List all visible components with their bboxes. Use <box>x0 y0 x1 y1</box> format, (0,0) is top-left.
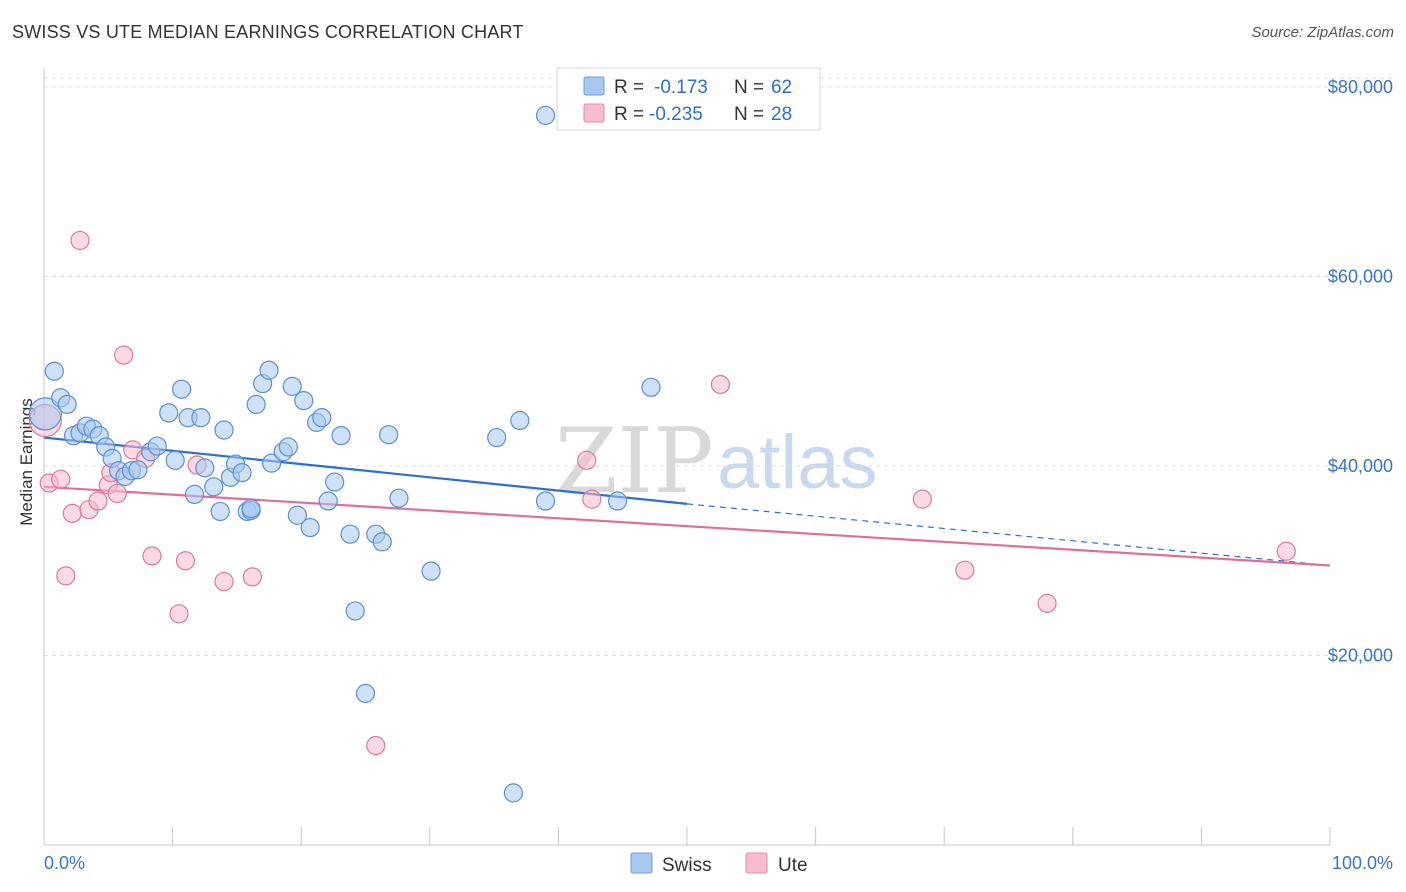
swiss-point <box>44 361 64 381</box>
legend-r-label-swiss: R = <box>614 77 644 98</box>
swiss-point <box>232 463 252 483</box>
legend-n-value-swiss: 62 <box>771 77 792 98</box>
swiss-point <box>184 484 205 505</box>
y-tick-label: $20,000 <box>1328 645 1393 665</box>
swiss-point <box>331 426 351 446</box>
watermark-atlas: atlas <box>717 420 878 505</box>
swiss-point <box>372 532 392 552</box>
ute-point <box>242 567 262 587</box>
swiss-point <box>204 477 224 497</box>
y-tick-label: $40,000 <box>1328 456 1393 476</box>
ute-point <box>1276 541 1296 561</box>
legend-r-value-ute: -0.235 <box>649 104 703 125</box>
legend-bottom-label-ute: Ute <box>778 855 808 876</box>
swiss-point <box>278 437 298 457</box>
swiss-point <box>510 410 530 431</box>
swiss-point <box>259 360 279 380</box>
ute-point <box>955 560 975 580</box>
swiss-point <box>262 453 282 473</box>
swiss-point <box>355 683 376 703</box>
swiss-point <box>57 394 77 414</box>
swiss-point <box>241 499 261 519</box>
swiss-points <box>28 105 661 803</box>
swiss-point <box>294 390 314 411</box>
legend-top: R = -0.173 N = 62 R = -0.235 N = 28 <box>556 67 821 131</box>
legend-n-label-swiss: N = <box>734 77 764 98</box>
swiss-point <box>147 436 167 456</box>
swiss-point <box>159 403 179 423</box>
swiss-point <box>379 425 399 445</box>
x-tick-label-min: 0.0% <box>44 853 85 873</box>
axes <box>43 68 1331 846</box>
ute-point <box>214 571 234 592</box>
legend-bottom-swatch-swiss <box>630 852 653 874</box>
ute-point <box>114 345 134 365</box>
ute-point <box>175 551 196 571</box>
legend-swatch-ute <box>583 103 605 123</box>
ute-point <box>912 489 932 509</box>
ute-point <box>582 489 602 509</box>
swiss-point <box>287 505 307 525</box>
grid-lines <box>44 77 1393 656</box>
ute-point <box>88 491 108 511</box>
y-axis-title: Median Earnings <box>17 398 36 526</box>
swiss-point <box>421 561 441 581</box>
ute-point <box>62 503 82 523</box>
swiss-point <box>214 420 234 440</box>
swiss-point <box>312 408 332 428</box>
swiss-point <box>389 488 409 508</box>
y-tick-label: $80,000 <box>1328 77 1393 97</box>
swiss-point <box>345 601 365 621</box>
legend-bottom: Swiss Ute <box>630 852 808 876</box>
swiss-point <box>282 376 302 396</box>
x-tick-label-max: 100.0% <box>1332 853 1393 873</box>
legend-bottom-label-swiss: Swiss <box>662 855 712 876</box>
ute-point <box>710 374 731 395</box>
swiss-point <box>340 524 360 544</box>
swiss-point <box>210 501 230 522</box>
ute-point <box>169 604 189 624</box>
swiss-point <box>246 394 266 414</box>
ute-point <box>70 230 90 251</box>
swiss-point <box>535 491 556 511</box>
swiss-point <box>28 397 62 431</box>
swiss-point <box>191 408 211 428</box>
y-tick-label: $60,000 <box>1328 266 1393 286</box>
legend-n-label-ute: N = <box>734 104 764 125</box>
swiss-point <box>165 450 185 470</box>
legend-r-value-swiss: -0.173 <box>654 77 708 98</box>
chart-title: SWISS VS UTE MEDIAN EARNINGS CORRELATION… <box>12 22 524 42</box>
y-tick-labels: $20,000 $40,000 $60,000 $80,000 <box>1328 77 1393 666</box>
swiss-point <box>128 460 148 480</box>
swiss-point <box>172 379 192 399</box>
swiss-point <box>325 472 345 492</box>
ute-point <box>1037 593 1057 613</box>
legend-n-value-ute: 28 <box>771 104 792 125</box>
ute-trend-line <box>43 485 1331 567</box>
swiss-point <box>641 377 661 397</box>
ute-point <box>142 546 162 566</box>
swiss-point <box>300 517 320 538</box>
swiss-point <box>318 491 338 511</box>
swiss-point <box>535 105 556 125</box>
ute-point <box>366 735 386 756</box>
ute-points <box>28 230 1296 756</box>
swiss-point <box>607 491 628 511</box>
legend-swatch-swiss <box>583 76 605 96</box>
legend-bottom-swatch-ute <box>745 852 768 874</box>
legend-r-label-ute: R = <box>614 104 644 125</box>
source-label: Source: ZipAtlas.com <box>1251 24 1394 41</box>
ute-point <box>51 469 71 489</box>
ute-point <box>56 566 76 586</box>
swiss-point <box>195 458 215 478</box>
swiss-point <box>487 427 507 448</box>
ute-point <box>577 450 597 470</box>
swiss-point <box>503 783 523 803</box>
swiss-trend-extension <box>686 503 1331 567</box>
ute-point <box>107 483 127 504</box>
